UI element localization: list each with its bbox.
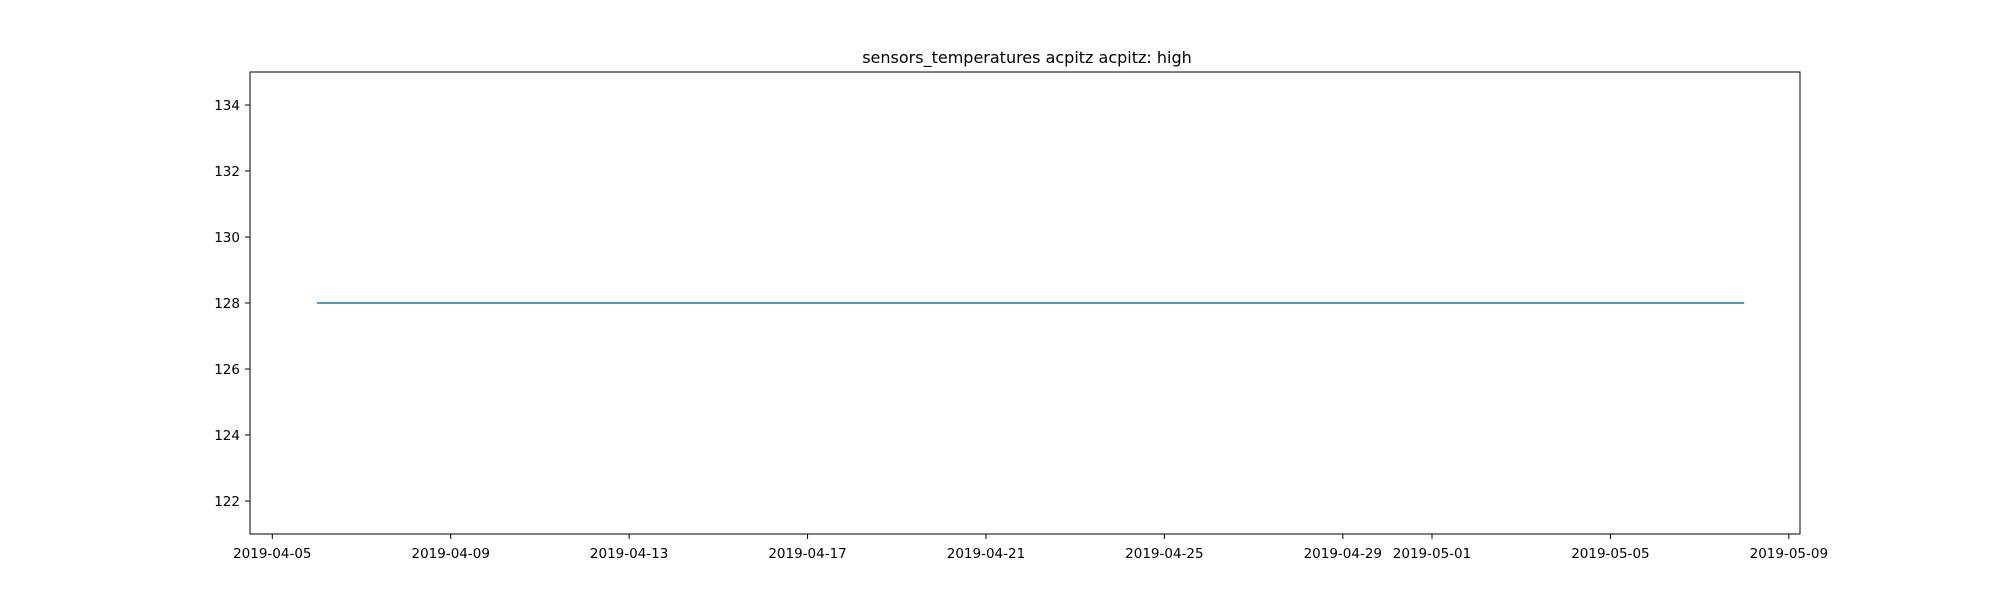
y-axis: 122 124 126 128 130 132 134 [214,98,250,510]
y-tick-label: 124 [214,428,240,444]
x-tick-label: 2019-04-13 [590,546,668,562]
y-tick-label: 126 [214,362,240,378]
x-tick-label: 2019-05-01 [1393,546,1471,562]
x-axis: 2019-04-05 2019-04-09 2019-04-13 2019-04-17… [233,534,1828,562]
y-tick-label: 122 [214,494,240,510]
y-tick-label: 132 [214,164,240,180]
y-tick-label: 134 [214,98,240,114]
x-tick-label: 2019-04-29 [1304,546,1382,562]
y-tick-label: 130 [214,230,240,246]
x-tick-label: 2019-04-17 [768,546,846,562]
x-tick-label: 2019-05-09 [1750,546,1828,562]
x-tick-label: 2019-04-25 [1125,546,1203,562]
x-tick-label: 2019-04-21 [947,546,1025,562]
chart-title: sensors_temperatures acpitz acpitz: high [862,48,1192,68]
x-tick-label: 2019-05-05 [1571,546,1649,562]
x-tick-label: 2019-04-05 [233,546,311,562]
x-tick-label: 2019-04-09 [411,546,489,562]
y-tick-label: 128 [214,296,240,312]
